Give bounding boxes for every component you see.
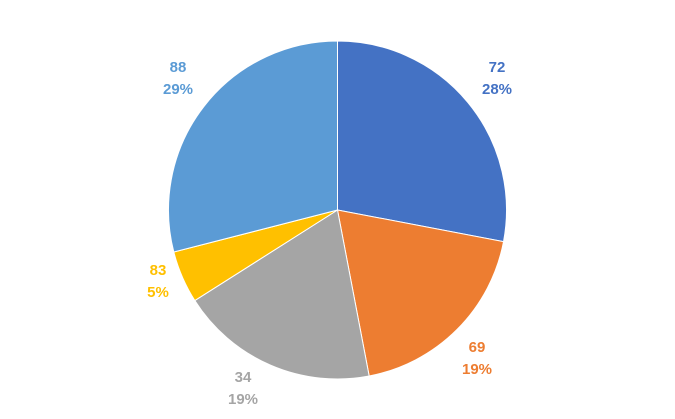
slice-percent-label-5: 29%	[163, 81, 193, 98]
slice-value-label-1: 72	[489, 59, 506, 76]
pie-slice-3	[194, 209, 370, 380]
pie-slice-2	[336, 209, 505, 377]
slice-value-label-3: 34	[235, 369, 252, 386]
pie-slice-5	[168, 40, 338, 253]
slice-percent-label-1: 28%	[482, 81, 512, 98]
data-labels: 72 28% 69 19% 34 19% 83 5% 88 29%	[147, 59, 512, 408]
slice-percent-label-2: 19%	[462, 361, 492, 378]
slice-value-label-4: 83	[150, 262, 167, 279]
pie-slice-1	[337, 40, 508, 243]
slice-value-label-5: 88	[170, 59, 187, 76]
slice-value-label-2: 69	[469, 339, 486, 356]
slice-percent-label-3: 19%	[228, 391, 258, 408]
pie-slices	[168, 40, 508, 380]
slice-percent-label-4: 5%	[147, 284, 169, 301]
